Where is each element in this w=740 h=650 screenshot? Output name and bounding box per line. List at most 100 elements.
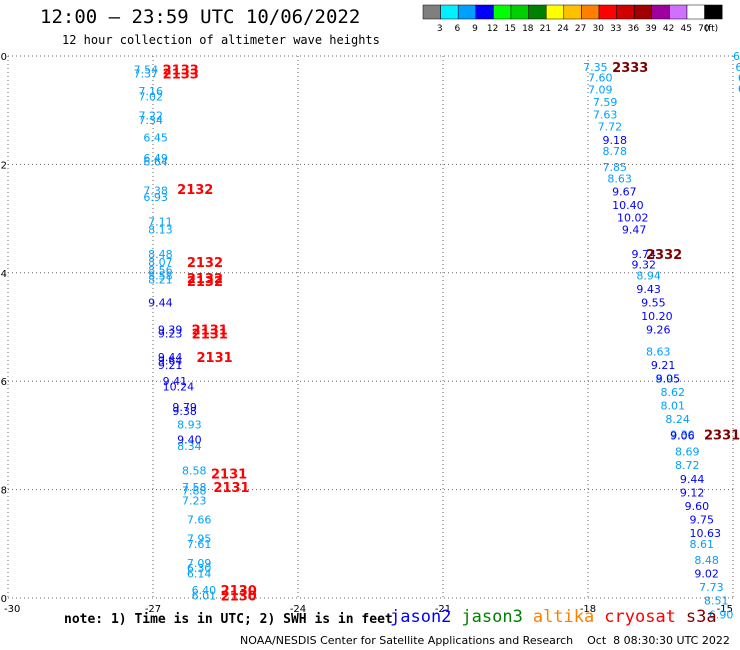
wave-height-value: 9.79 <box>172 401 197 414</box>
y-tick-label: -32 <box>0 160 7 171</box>
colorbar-label: 70 <box>698 24 710 34</box>
track-number-label: 2133 <box>163 67 199 82</box>
wave-height-value: 7.02 <box>139 91 164 104</box>
colorbar-label: 3 <box>437 24 443 34</box>
wave-height-value: 7.09 <box>187 557 212 570</box>
wave-height-value: 7.73 <box>699 581 724 594</box>
wave-height-value: 8.48 <box>148 248 173 261</box>
wave-height-value: 9.55 <box>641 297 666 310</box>
wave-height-value: 6.36 <box>735 61 740 74</box>
colorbar-label: (ft) <box>705 24 719 34</box>
wave-height-value: 10.24 <box>163 381 195 394</box>
wave-height-value: 10.63 <box>690 527 722 540</box>
colorbar-label: 12 <box>487 24 498 34</box>
wave-height-value: 9.44 <box>148 297 173 310</box>
colorbar-label: 6 <box>455 24 461 34</box>
wave-height-value: 9.64 <box>158 355 183 368</box>
wave-height-value: 8.95 <box>656 372 681 385</box>
y-tick-label: -36 <box>0 377 7 388</box>
wave-height-value: 9.26 <box>646 324 671 337</box>
colorbar-swatch <box>581 4 600 20</box>
colorbar-label: 39 <box>645 24 657 34</box>
colorbar-swatch <box>493 4 512 20</box>
y-tick-label: -38 <box>0 486 7 497</box>
track-number-label: 2131 <box>192 328 228 343</box>
colorbar-swatch <box>457 4 477 20</box>
wave-height-value: 9.06 <box>670 429 695 442</box>
track-number-label: 2131 <box>213 481 249 496</box>
track-number-label: 2130 <box>221 589 257 604</box>
wave-height-value: 8.72 <box>675 459 700 472</box>
track-number-label: 2131 <box>192 324 228 339</box>
track-number-label: 2131 <box>211 467 247 482</box>
wave-height-value: 9.23 <box>158 328 183 341</box>
track-number-label: 2132 <box>187 272 223 287</box>
wave-height-value: 8.63 <box>646 345 671 358</box>
satellite-legend-s3a: s3a <box>685 607 717 627</box>
colorbar-swatch <box>563 4 582 20</box>
wave-height-value: 8.24 <box>665 413 690 426</box>
wave-height-value: 6.77 <box>733 50 740 63</box>
wave-height-value: 9.38 <box>172 405 197 418</box>
colorbar-label: 18 <box>522 24 534 34</box>
wave-height-value: 6.14 <box>187 568 212 581</box>
colorbar-swatch <box>422 4 441 20</box>
colorbar-swatch <box>616 4 635 20</box>
wave-height-value: 6 <box>738 83 740 96</box>
wave-height-value: 8.93 <box>177 419 202 432</box>
wave-height-points: 7.547.37 7.167.02 7.227.34 6.45 6.496.64 7.38… <box>134 50 740 621</box>
track-number-label: 2130 <box>221 584 257 599</box>
wave-height-value: 9.75 <box>690 513 715 526</box>
colorbar-swatch <box>545 4 565 20</box>
wave-height-value: 10.02 <box>617 212 649 225</box>
colorbar-swatch <box>651 4 670 20</box>
wave-height-value: 8.63 <box>607 172 632 185</box>
wave-height-value: 7.16 <box>139 85 164 98</box>
wave-height-value: 9.44 <box>158 351 183 364</box>
wave-height-value: 7.22 <box>139 110 164 123</box>
wave-height-value: 6.6 <box>738 72 740 85</box>
wave-height-value: 8.58 <box>182 465 207 478</box>
wave-height-value: 8.07 <box>148 256 173 269</box>
track-labels: 2133213321322132213221322131213121312131… <box>163 61 740 604</box>
wave-height-value: 8.69 <box>675 446 700 459</box>
wave-height-value: 8.51 <box>704 595 729 608</box>
wave-height-value: 9.44 <box>680 473 705 486</box>
wave-height-value: 6.64 <box>143 156 168 169</box>
satellite-legend-cryosat: cryosat <box>604 607 676 627</box>
chart-subtitle: 12 hour collection of altimeter wave hei… <box>62 33 380 47</box>
wave-height-value: 6.90 <box>709 608 734 621</box>
track-number-label: 2132 <box>177 183 213 198</box>
wave-height-value: 8.56 <box>148 264 173 277</box>
wave-height-value: 9.21 <box>158 359 183 372</box>
wave-height-value: 9.02 <box>694 568 719 581</box>
colorbar-label: 24 <box>557 24 569 34</box>
wave-height-value: 9.30 <box>670 428 695 441</box>
wave-height-value: 6.93 <box>143 191 168 204</box>
y-tick-label: -30 <box>0 52 7 63</box>
wave-height-value: 7.23 <box>182 494 207 507</box>
wave-height-value: 10.40 <box>612 199 644 212</box>
wave-height-value: 8.61 <box>690 538 715 551</box>
satellite-legend-jason3: jason3 <box>461 607 523 627</box>
wave-height-value: 6.40 <box>192 584 217 597</box>
colorbar-legend: 3 6 9 12 15 18 21 24 27 30 33 36 39 42 45 70(ft) <box>422 4 723 34</box>
colorbar-swatch <box>440 4 459 20</box>
wave-height-value: 7.72 <box>598 120 623 133</box>
wave-height-value: 8.21 <box>148 273 173 286</box>
colorbar-label: 9 <box>472 24 478 34</box>
wave-height-value: 6.49 <box>143 152 168 165</box>
wave-height-value: 9.18 <box>603 134 628 147</box>
wave-height-value: 9.05 <box>656 372 681 385</box>
colorbar-label: 15 <box>504 24 515 34</box>
wave-height-value: 7.95 <box>187 532 212 545</box>
colorbar-swatch <box>669 4 688 20</box>
track-number-label: 2131 <box>197 351 233 366</box>
wave-height-value: 8.62 <box>661 386 686 399</box>
satellite-legend-altika: altika <box>532 607 595 627</box>
axis-ticks: -30 -27 -24 -21 -18 -15 -30 -32 -34 -36 -38 -40 <box>0 52 733 615</box>
wave-height-value: 9.47 <box>622 223 647 236</box>
x-tick-label: -21 <box>435 604 451 615</box>
track-number-label: 2132 <box>187 275 223 290</box>
